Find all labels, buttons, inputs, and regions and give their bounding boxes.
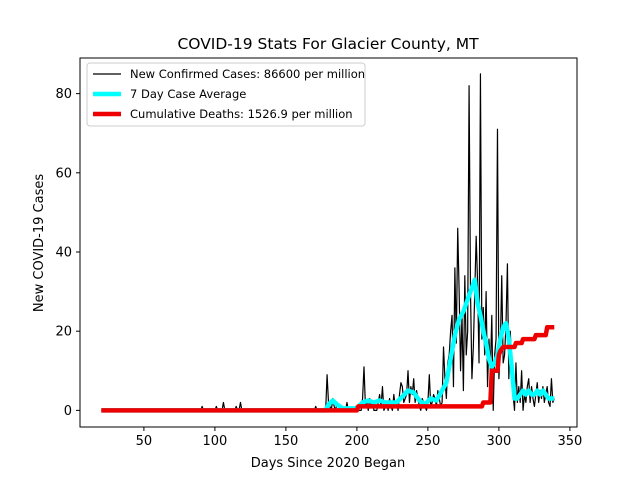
y-axis-label: New COVID-19 Cases xyxy=(32,174,47,312)
series-line-3 xyxy=(101,324,555,413)
x-tick-label: 350 xyxy=(557,434,582,449)
x-tick-label: 150 xyxy=(273,434,298,449)
x-tick-label: 250 xyxy=(415,434,440,449)
plot-frame xyxy=(79,57,578,428)
x-tick-label: 300 xyxy=(486,434,511,449)
x-axis: 50 100 150 200 250 300 350 xyxy=(136,427,582,449)
legend-label: New Confirmed Cases: 86600 per million xyxy=(130,67,365,81)
y-tick-label: 80 xyxy=(55,87,72,102)
legend: New Confirmed Cases: 86600 per million 7 … xyxy=(86,62,366,127)
chart-title: COVID-19 Stats For Glacier County, MT xyxy=(177,35,479,53)
y-tick-label: 60 xyxy=(55,166,72,181)
series-line-2 xyxy=(101,277,555,413)
y-axis: 0 20 40 60 80 xyxy=(55,87,80,419)
x-axis-label: Days Since 2020 Began xyxy=(251,456,406,471)
y-tick-label: 0 xyxy=(64,404,72,419)
legend-box xyxy=(86,62,366,127)
series-layer xyxy=(101,73,555,413)
x-tick-label: 100 xyxy=(202,434,227,449)
x-tick-label: 200 xyxy=(344,434,369,449)
y-tick-label: 20 xyxy=(55,325,72,340)
x-tick-label: 50 xyxy=(136,434,153,449)
y-tick-label: 40 xyxy=(55,246,72,261)
legend-label: 7 Day Case Average xyxy=(130,87,246,101)
legend-label: Cumulative Deaths: 1526.9 per million xyxy=(130,107,353,121)
